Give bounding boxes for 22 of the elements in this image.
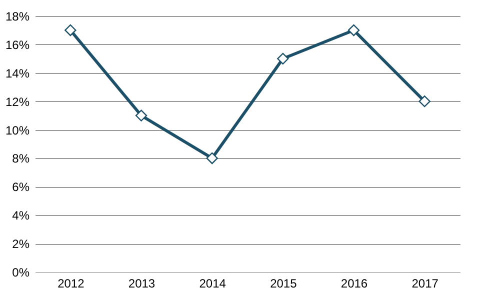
x-tick-label: 2014 [199, 276, 226, 290]
y-tick-label: 4% [12, 208, 30, 223]
point [418, 95, 430, 108]
y-tick-label: 12% [5, 94, 30, 109]
y-tick-label: 0% [12, 266, 30, 280]
x-tick-label: 2012 [58, 276, 85, 290]
y-tick-label: 10% [5, 123, 30, 138]
point [277, 52, 289, 65]
point [64, 24, 76, 36]
y-tick-label: 6% [12, 180, 30, 194]
y-tick-label: 8% [12, 152, 30, 166]
y-tick-label: 18% [5, 10, 30, 24]
point [348, 24, 360, 36]
y-tick-label: 2% [12, 237, 30, 252]
x-tick-label: 2015 [270, 276, 298, 290]
x-tick-label: 2013 [128, 276, 156, 290]
y-tick-label: 16% [5, 38, 30, 52]
point [206, 152, 218, 164]
x-tick-label: 2017 [412, 276, 439, 290]
x-tick-label: 2016 [340, 276, 368, 290]
point [135, 110, 148, 122]
y-tick-label: 14% [5, 66, 30, 80]
